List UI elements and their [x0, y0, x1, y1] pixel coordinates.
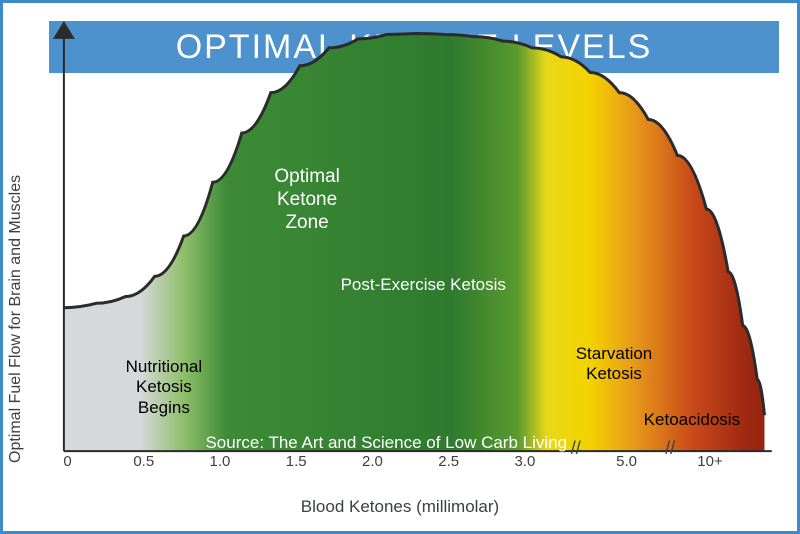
label-post-exercise: Post-Exercise Ketosis: [341, 275, 506, 295]
label-ketoacidosis: Ketoacidosis: [644, 410, 740, 430]
x-tick: 1.5: [286, 453, 307, 470]
axis-break-icon: //: [665, 438, 675, 459]
axis-break-icon: //: [571, 438, 581, 459]
y-axis-label: Optimal Fuel Flow for Brain and Muscles: [7, 175, 25, 463]
chart-frame: OPTIMAL KETONE LEVELS Optimal Fuel Flow …: [0, 0, 800, 534]
x-tick: 2.0: [362, 453, 383, 470]
x-tick: 5.0: [616, 453, 637, 470]
label-starvation-ketosis: Starvation Ketosis: [576, 344, 653, 385]
x-tick: 3.0: [514, 453, 535, 470]
x-tick: 1.0: [210, 453, 231, 470]
plot-area: 0 0.5 1.0 1.5 2.0 2.5 3.0 5.0 10+ // // OptimalKe…: [53, 21, 779, 469]
x-tick: 2.5: [438, 453, 459, 470]
x-tick: 0: [63, 453, 71, 470]
label-nutritional-ketosis: Nutritional Ketosis Begins: [126, 357, 203, 418]
label-optimal-zone: OptimalKetoneZone: [274, 166, 339, 234]
x-tick: 0.5: [133, 453, 154, 470]
x-axis-label: Blood Ketones (millimolar): [3, 497, 797, 517]
source-attribution: Source: The Art and Science of Low Carb …: [205, 433, 567, 453]
x-tick: 10+: [697, 453, 722, 470]
